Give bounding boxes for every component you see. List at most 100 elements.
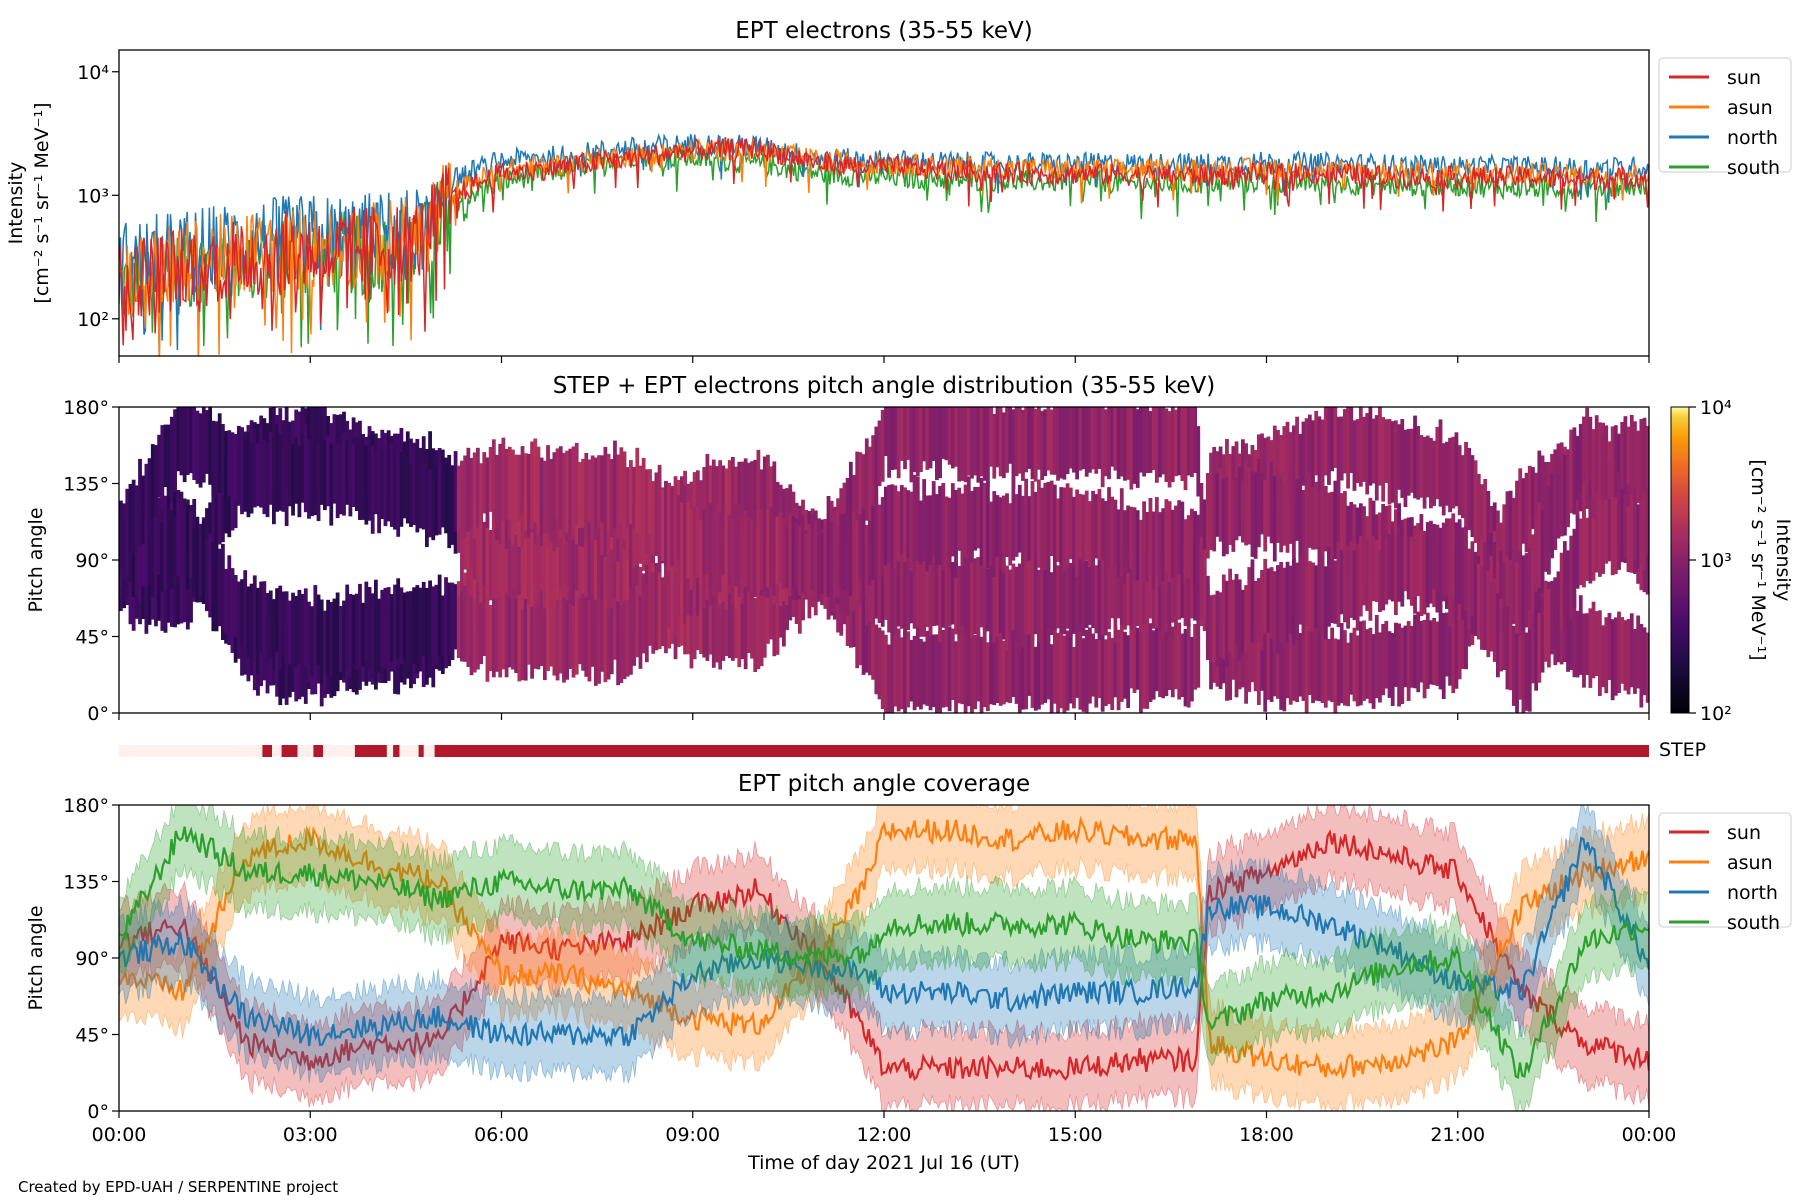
heatmap-cell (1566, 455, 1570, 528)
heatmap-cell (1177, 556, 1182, 620)
heatmap-cell (766, 578, 770, 644)
heatmap-cell (625, 504, 630, 592)
heatmap-cell (179, 549, 184, 624)
heatmap-cell (1642, 417, 1647, 504)
heatmap-cell (1014, 566, 1019, 642)
heatmap-cell (479, 511, 483, 590)
heatmap-cell (479, 602, 483, 665)
heatmap-cell (1295, 630, 1299, 702)
heatmap-cell (1425, 535, 1430, 602)
heatmap-cell (1046, 558, 1051, 628)
heatmap-cell (310, 606, 315, 677)
heatmap-cell (1215, 590, 1220, 667)
heatmap-cell (1110, 496, 1115, 584)
heatmap-cell (864, 593, 869, 673)
heatmap-cell (1594, 415, 1599, 501)
heatmap-cell (654, 472, 659, 550)
heatmap-cell (160, 425, 165, 509)
heatmap-cell (858, 514, 863, 580)
heatmap-cell (1154, 551, 1159, 628)
heatmap-cell (303, 424, 308, 513)
panel2-title: STEP + EPT electrons pitch angle distrib… (553, 373, 1215, 399)
heatmap-cell (533, 604, 538, 669)
heatmap-cell (431, 586, 436, 666)
heatmap-cell (399, 587, 404, 664)
heatmap-cell (284, 440, 289, 526)
heatmap-cell (877, 544, 882, 623)
heatmap-cell (931, 481, 936, 555)
heatmap-cell (925, 564, 930, 628)
heatmap-cell (597, 517, 601, 583)
heatmap-cell (603, 509, 608, 579)
heatmap-cell (1585, 407, 1590, 486)
heatmap-cell (214, 492, 219, 554)
heatmap-cell (249, 442, 254, 514)
heatmap-cell (173, 516, 177, 579)
heatmap-cell (367, 587, 372, 671)
heatmap-cell (1553, 467, 1558, 551)
heatmap-cell (619, 606, 624, 683)
heatmap-cell (1387, 631, 1392, 698)
heatmap-cell (342, 600, 346, 678)
heatmap-cell (613, 563, 617, 630)
heatmap-cell (1508, 490, 1513, 565)
heatmap-cell (979, 636, 984, 713)
heatmap-cell (769, 466, 774, 536)
heatmap-cell (303, 588, 308, 666)
heatmap-cell (1610, 619, 1615, 701)
heatmap-cell (868, 446, 872, 522)
heatmap-cell (1180, 407, 1185, 481)
heatmap-cell (915, 620, 920, 707)
heatmap-cell (1247, 467, 1252, 545)
heatmap-cell (1158, 512, 1162, 586)
heatmap-cell (1429, 520, 1433, 604)
heatmap-cell (160, 559, 165, 631)
heatmap-cell (1005, 565, 1009, 652)
x-tick-label: 06:00 (474, 1124, 529, 1146)
heatmap-cell (1237, 579, 1242, 662)
heatmap-cell (1413, 614, 1417, 689)
heatmap-cell (1607, 499, 1612, 562)
heatmap-cell (797, 526, 802, 596)
heatmap-cell (629, 510, 633, 582)
heatmap-cell (1524, 472, 1529, 553)
heatmap-cell (887, 485, 891, 563)
panel4-y-ticks: 0° 45° 90° 135° 180° (63, 795, 119, 1123)
heatmap-cell (1578, 518, 1583, 586)
heatmap-cell (1205, 575, 1210, 660)
heatmap-cell (1327, 638, 1331, 701)
heatmap-cell (868, 520, 872, 585)
heatmap-cell (1604, 617, 1609, 694)
heatmap-cell (880, 409, 885, 482)
heatmap-cell (912, 474, 917, 561)
step-label: STEP (1659, 739, 1706, 761)
heatmap-cell (523, 599, 528, 681)
heatmap-cell (131, 526, 136, 597)
heatmap-cell (1285, 619, 1290, 699)
heatmap-cell (539, 545, 544, 609)
heatmap-cell (1467, 447, 1472, 531)
heatmap-cell (1559, 602, 1564, 665)
heatmap-cell (539, 590, 544, 666)
heatmap-cell (1241, 439, 1245, 515)
heatmap-cell (893, 560, 898, 635)
heatmap-cell (1091, 490, 1095, 569)
heatmap-cell (1078, 558, 1083, 632)
heatmap-cell (217, 478, 222, 545)
heatmap-cell (338, 446, 343, 515)
heatmap-cell (405, 591, 410, 671)
heatmap-cell (1183, 629, 1188, 707)
heatmap-cell (581, 593, 585, 671)
heatmap-cell (1307, 414, 1312, 479)
heatmap-cell (1562, 454, 1567, 536)
heatmap-cell (574, 590, 579, 675)
heatmap-cell (966, 407, 971, 476)
heatmap-cell (1534, 515, 1539, 592)
heatmap-cell (603, 598, 608, 683)
heatmap-cell (1307, 476, 1312, 548)
heatmap-cell (176, 559, 181, 625)
heatmap-cell (370, 593, 375, 679)
heatmap-cell (259, 428, 264, 508)
panel2-y-ticks: 0° 45° 90° 135° 180° (63, 397, 119, 725)
